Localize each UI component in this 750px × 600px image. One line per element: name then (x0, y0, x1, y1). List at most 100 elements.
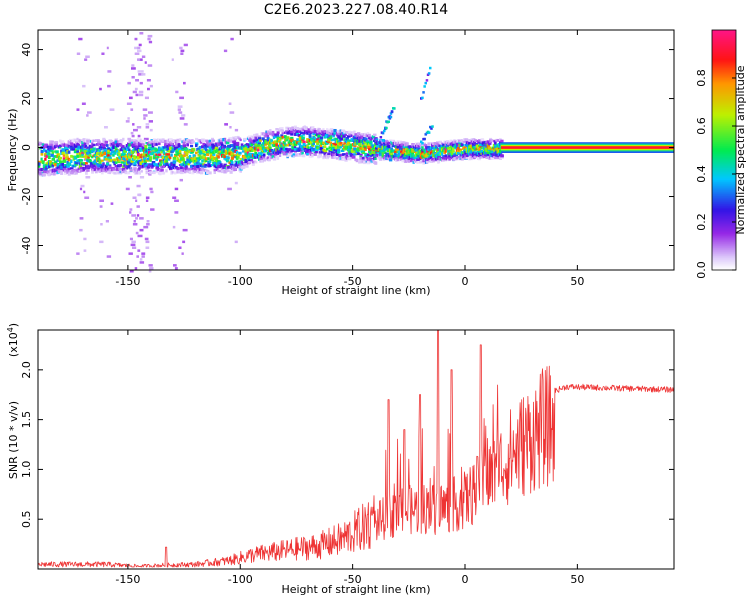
spectrogram-cell (192, 148, 196, 152)
spectrogram-cell (400, 155, 403, 159)
spectrogram-cell (239, 164, 242, 168)
spectrogram-cell (230, 154, 234, 158)
spectrogram-cell (340, 149, 345, 152)
spectrogram-cell (178, 111, 183, 114)
spectrogram-x-tick-label: -150 (115, 275, 140, 288)
spectrogram-cell (181, 148, 185, 151)
spectrogram-cell (151, 161, 156, 165)
spectrogram-cell (182, 139, 187, 144)
spectrogram-cell (61, 162, 64, 166)
spectrogram-cell (51, 157, 55, 161)
spectrogram-cell (417, 144, 420, 148)
spectrogram-cell (106, 255, 112, 258)
spectrogram-cell (138, 159, 142, 163)
colorbar-cell (712, 38, 736, 41)
spectrogram-cell (339, 137, 344, 141)
spectrogram-cell (65, 153, 69, 156)
colorbar-cell (712, 246, 736, 249)
spectrogram-cell (340, 157, 344, 160)
spectrogram-cell (165, 169, 168, 173)
spectrogram-cell (128, 151, 132, 155)
snr-frame (37, 329, 675, 570)
spectrogram-cell (486, 156, 489, 159)
colorbar-cell (712, 172, 736, 175)
spectrogram-cell (490, 157, 495, 160)
spectrogram-cell (463, 146, 467, 149)
spectrogram-cell (307, 128, 310, 132)
spectrogram-cell (251, 163, 255, 166)
spectrogram-cell (175, 150, 179, 153)
spectrogram-cell (76, 108, 80, 111)
spectrogram-cell (135, 169, 138, 173)
spectrogram-cell (40, 152, 44, 156)
spectrogram-cell (276, 156, 280, 160)
spectrogram-cell (64, 164, 68, 167)
spectrogram-cell (366, 132, 370, 136)
spectrogram-cell (61, 140, 65, 144)
spectrogram-cell (139, 81, 143, 85)
spectrogram-cell (131, 155, 136, 158)
spectrogram-cell (212, 146, 216, 150)
spectrogram-cell (293, 147, 298, 151)
spectrogram-cell (422, 159, 425, 163)
spectrogram-cell (387, 142, 391, 145)
spectrogram-cell (137, 70, 141, 73)
spectrogram-cell (328, 146, 332, 150)
spectrogram-cell (123, 157, 126, 161)
colorbar-cell (712, 202, 736, 205)
spectrogram-cell (225, 141, 230, 145)
spectrogram-cell (134, 161, 138, 164)
spectrogram-cell (128, 158, 131, 162)
colorbar-cell (712, 118, 736, 121)
spectrogram-cell (267, 144, 271, 148)
spectrogram-cell (131, 240, 136, 244)
spectrogram-cell (185, 165, 188, 170)
spectrogram-cell (201, 145, 205, 148)
spectrogram-cell (82, 162, 86, 165)
spectrogram-cell (187, 141, 191, 144)
spectrogram-cell (481, 142, 484, 145)
spectrogram-cell (203, 163, 206, 166)
spectrogram-cell (217, 142, 221, 147)
spectrogram-cell (220, 149, 224, 152)
colorbar-cell (712, 258, 736, 261)
spectrogram-cell (313, 139, 316, 143)
colorbar-cell (712, 54, 736, 57)
spectrogram-cell (109, 108, 115, 111)
spectrogram-cell (197, 149, 200, 153)
spectrogram-cell (182, 154, 186, 158)
spectrogram-cell (148, 157, 151, 160)
spectrogram-cell (245, 164, 249, 168)
spectrogram-cell (134, 52, 140, 55)
spectrogram-cell (390, 147, 393, 151)
spectrogram-cell (137, 46, 141, 50)
spectrogram-cell (234, 128, 239, 132)
spectrogram-panel: -150 -100 -50 0 50 -40 -20 0 20 40 Height of str… (6, 29, 675, 297)
spectrogram-cell (188, 161, 192, 164)
spectrogram-cell (316, 141, 319, 145)
spectrogram-cell (122, 167, 126, 171)
spectrogram-cell (249, 146, 253, 150)
spectrogram-cell (145, 170, 149, 173)
spectrogram-cell (149, 187, 153, 191)
spectrogram-cell (327, 155, 331, 158)
spectrogram-cell (50, 153, 54, 157)
colorbar-cell (712, 94, 736, 97)
spectrogram-cell (355, 150, 360, 154)
spectrogram-cell (227, 156, 230, 160)
colorbar-cell (712, 90, 736, 93)
spectrogram-cell (103, 155, 107, 160)
spectrogram-cell (135, 79, 139, 82)
spectrogram-cell (55, 141, 58, 144)
spectrogram-cell (280, 147, 283, 151)
spectrogram-cell (139, 165, 142, 168)
spectrogram-cell (141, 163, 145, 167)
spectrogram-cell (234, 148, 237, 151)
spectrogram-cell (256, 146, 261, 150)
snr-x-label: Height of straight line (km) (281, 583, 430, 596)
spectrogram-cell (443, 145, 446, 149)
spectrogram-cell (138, 171, 141, 174)
spectrogram-cell (59, 139, 62, 143)
spectrogram-cell (155, 153, 158, 156)
spectrogram-cell (125, 147, 129, 151)
